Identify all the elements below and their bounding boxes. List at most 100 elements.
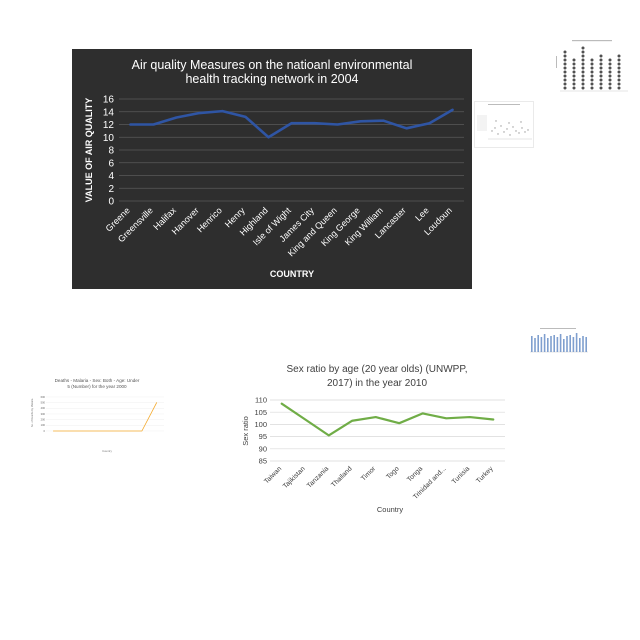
air-chart-series	[129, 108, 454, 139]
sex-y-tick-label: 95	[259, 432, 267, 441]
dot-plot-thumbnail	[552, 36, 630, 98]
dot-plot-thumbnail-dot	[617, 74, 621, 78]
scatter-thumbnail-point	[521, 127, 523, 129]
dot-plot-thumbnail-dot	[572, 82, 576, 86]
dot-plot-thumbnail-dot	[572, 66, 576, 70]
bar-thumbnail-bar	[537, 335, 539, 352]
air-chart-title-line-2: health tracking network in 2004	[185, 72, 358, 86]
sex-chart-series	[280, 402, 495, 437]
malaria-y-tick-label: 200	[41, 418, 46, 422]
dot-plot-thumbnail-dot	[563, 62, 567, 66]
dot-plot-thumbnail-y-label	[556, 56, 557, 68]
dot-plot-thumbnail-dot	[617, 62, 621, 66]
air-chart-background	[72, 49, 472, 289]
dot-plot-thumbnail-dot	[590, 86, 594, 90]
dot-plot-thumbnail-dot	[599, 82, 603, 86]
dot-plot-thumbnail-dot	[608, 66, 612, 70]
sex-chart-y-axis-label: Sex ratio	[241, 416, 250, 446]
air-quality-chart-svg: Air quality Measures on the natioanl env…	[72, 49, 472, 289]
dot-plot-thumbnail-dot	[572, 62, 576, 66]
air-y-tick-label: 2	[108, 184, 114, 195]
dot-plot-thumbnail-dot	[599, 62, 603, 66]
bar-thumbnail-bar	[540, 337, 543, 352]
bar-thumbnail-bar	[582, 336, 584, 352]
scatter-thumbnail-point	[515, 130, 517, 132]
bar-thumbnail-bars	[531, 333, 587, 352]
dot-plot-thumbnail-dot	[590, 74, 594, 78]
dot-plot-thumbnail-dot	[581, 70, 585, 74]
dot-plot-thumbnail-dot	[563, 66, 567, 70]
dot-plot-thumbnail-dot	[599, 86, 603, 90]
dot-plot-thumbnail-dot	[608, 70, 612, 74]
dot-plot-thumbnail-title	[572, 40, 612, 42]
air-y-tick-label: 16	[103, 95, 115, 106]
dot-plot-thumbnail-dot	[590, 70, 594, 74]
scatter-thumbnail-legend	[477, 115, 487, 131]
scatter-thumbnail-point	[508, 122, 510, 124]
bar-thumbnail-bar	[585, 337, 587, 352]
dot-plot-thumbnail-dot	[599, 66, 603, 70]
dot-plot-thumbnail-dot	[563, 58, 567, 62]
scatter-thumbnail	[474, 101, 534, 148]
sex-chart-x-axis-label: Country	[377, 505, 404, 514]
dot-plot-thumbnail-dot	[581, 54, 585, 58]
dot-plot-thumbnail-dot	[572, 58, 576, 62]
scatter-thumbnail-point	[520, 121, 522, 123]
malaria-y-tick-label: 0	[44, 429, 46, 433]
dot-plot-thumbnail-dot	[572, 74, 576, 78]
sex-series-line	[280, 402, 495, 437]
air-y-tick-label: 6	[108, 158, 114, 169]
air-quality-chart: Air quality Measures on the natioanl env…	[72, 49, 472, 289]
malaria-y-tick-label: 100	[41, 423, 46, 427]
dot-plot-thumbnail-dot	[563, 70, 567, 74]
dot-plot-thumbnail-dot	[617, 66, 621, 70]
malaria-chart-gridlines	[46, 396, 164, 432]
dot-plot-thumbnail-dot	[581, 46, 585, 50]
air-y-tick-label: 4	[108, 171, 114, 182]
bar-thumbnail-bar	[575, 333, 578, 352]
air-y-tick-label: 8	[108, 146, 114, 157]
dot-plot-thumbnail-dot	[581, 50, 585, 54]
dot-plot-thumbnail-svg	[552, 36, 630, 98]
air-y-tick-label: 12	[103, 120, 115, 131]
scatter-thumbnail-point	[512, 126, 514, 128]
scatter-thumbnail-point	[524, 131, 526, 133]
scatter-thumbnail-point	[497, 133, 499, 135]
bar-thumbnail-bar	[553, 335, 555, 352]
dot-plot-thumbnail-dot	[599, 70, 603, 74]
air-chart-title-line-1: Air quality Measures on the natioanl env…	[132, 58, 413, 72]
bar-thumbnail-bar	[534, 338, 536, 352]
scatter-thumbnail-point	[527, 129, 529, 131]
sex-ratio-chart: Sex ratio by age (20 year olds) (UNWPP, …	[240, 357, 512, 520]
scatter-thumbnail-title	[488, 104, 520, 105]
dot-plot-thumbnail-dot	[617, 82, 621, 86]
dot-plot-thumbnail-dot	[572, 78, 576, 82]
sex-y-tick-label: 100	[254, 420, 267, 429]
dot-plot-thumbnail-dot	[590, 62, 594, 66]
sex-chart-gridlines	[270, 399, 505, 462]
malaria-chart-y-axis-label: No. of Deaths by Malaria	[30, 398, 34, 427]
malaria-chart-x-axis-label: Country	[102, 449, 112, 453]
dot-plot-thumbnail-dot	[590, 58, 594, 62]
bar-thumbnail-bar	[531, 336, 533, 352]
sex-chart-title-line-2: 2017) in the year 2010	[327, 378, 428, 389]
bar-thumbnail-bar	[556, 337, 559, 352]
sex-chart-background	[240, 357, 512, 520]
malaria-chart-background	[27, 375, 167, 457]
scatter-thumbnail-point	[503, 131, 505, 133]
dot-plot-thumbnail-dot	[572, 70, 576, 74]
scatter-thumbnail-point	[495, 120, 497, 122]
sex-ratio-chart-svg: Sex ratio by age (20 year olds) (UNWPP, …	[240, 357, 512, 520]
malaria-y-tick-label: 300	[41, 412, 46, 416]
bar-thumbnail-svg	[526, 327, 590, 357]
bar-thumbnail-bar	[547, 338, 549, 352]
dot-plot-thumbnail-dot	[608, 78, 612, 82]
dot-plot-thumbnail-dot	[581, 82, 585, 86]
sex-y-tick-label: 90	[259, 444, 267, 453]
malaria-chart-title-line-1: Deaths - Malaria - Sex: Both - Age: Unde…	[55, 378, 140, 383]
dot-plot-thumbnail-dot	[581, 58, 585, 62]
bar-thumbnail-bar	[569, 335, 571, 352]
dot-plot-thumbnail-dot	[617, 86, 621, 90]
dot-plot-thumbnail-dot	[590, 78, 594, 82]
